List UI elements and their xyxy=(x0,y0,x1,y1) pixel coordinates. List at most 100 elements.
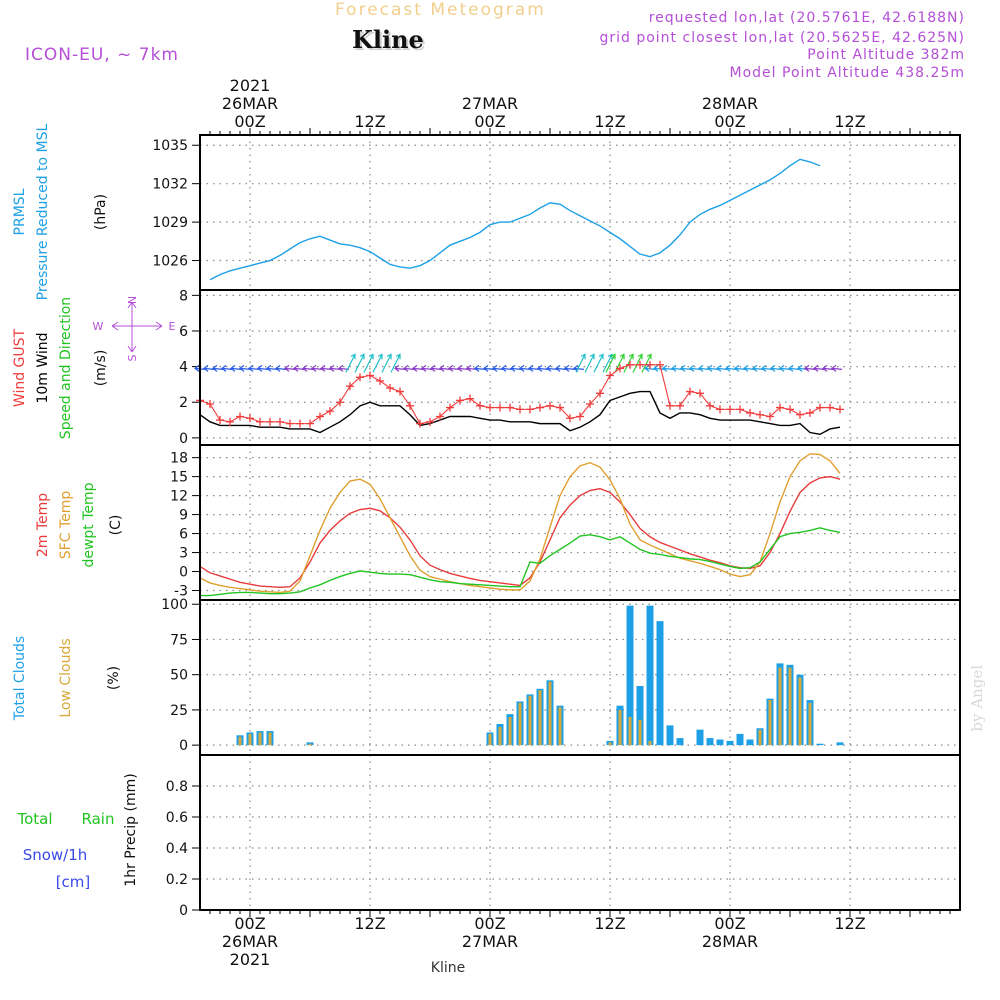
snow-unit-label: [cm] xyxy=(56,873,91,891)
wind-gust-marker xyxy=(806,408,814,417)
wind-direction-arrow xyxy=(614,353,625,373)
panel-frame xyxy=(199,754,961,911)
top-time-label: 00Z xyxy=(234,112,265,131)
wind-direction-arrow xyxy=(372,353,383,373)
wind-direction-arrow xyxy=(564,364,576,372)
total-cloud-bar xyxy=(696,729,704,746)
model-name: ICON-EU, ~ 7km xyxy=(25,45,179,65)
compass-ns-arrow xyxy=(127,301,137,353)
wind-direction-arrow xyxy=(641,353,652,373)
wind-gust-marker xyxy=(736,405,744,414)
bottom-time-label: 2021 xyxy=(230,950,271,969)
wind-direction-arrow xyxy=(788,364,800,372)
temp-2m-label: 2m Temp xyxy=(35,493,51,557)
total-cloud-label: Total Clouds xyxy=(12,636,28,721)
wind-gust-line xyxy=(199,364,841,425)
sfc-temp-label: SFC Temp xyxy=(58,491,74,560)
wind-direction-arrow xyxy=(320,364,332,372)
wind-gust-marker xyxy=(316,412,324,421)
wind-direction-arrow xyxy=(474,364,486,372)
wind-direction-arrow xyxy=(546,364,558,372)
wind-gust-marker xyxy=(766,412,774,421)
wind-direction-arrow xyxy=(584,353,595,373)
wind-gust-marker xyxy=(466,394,474,403)
temp-unit-label: (C) xyxy=(108,515,124,536)
total-cloud-bar xyxy=(746,739,754,746)
wind-gust-marker xyxy=(836,405,844,414)
wind-direction-arrow xyxy=(345,353,356,373)
wind-gust-marker xyxy=(526,405,534,414)
precip-ylabel: 1hr Precip (mm) xyxy=(123,773,139,886)
grid-point-coords: grid point closest lon,lat (20.5625E, 42… xyxy=(599,30,965,46)
panel-clouds xyxy=(192,599,961,756)
wind-gust-marker xyxy=(276,417,284,426)
y-tick-label: 0.8 xyxy=(166,779,188,795)
wind-gust-marker xyxy=(326,407,334,416)
wind-direction-arrow xyxy=(519,364,531,372)
wind-gust-marker xyxy=(586,400,594,409)
y-tick-label: 0 xyxy=(179,565,188,581)
wind-label: 10m Wind xyxy=(35,332,51,403)
wind-gust-marker xyxy=(486,403,494,412)
wind-gust-marker xyxy=(596,389,604,398)
wind-direction-arrow xyxy=(390,353,401,373)
pressure-line xyxy=(209,158,821,281)
wind-direction-arrow xyxy=(381,353,392,373)
top-time-label: 27MAR xyxy=(462,94,518,113)
wind-gust-marker xyxy=(416,419,424,428)
top-time-label: 12Z xyxy=(594,112,625,131)
low-cloud-bar xyxy=(268,732,272,746)
low-cloud-bar xyxy=(248,733,252,746)
wind-direction-arrow xyxy=(284,364,296,372)
bottom-time-label: 26MAR xyxy=(222,932,278,951)
wind-gust-marker xyxy=(826,403,834,412)
y-tick-label: 8 xyxy=(179,288,188,304)
wind-direction-arrow xyxy=(457,364,469,372)
wind-gust-marker xyxy=(796,410,804,419)
wind-direction-arrow xyxy=(831,364,843,372)
wind-unit-label: (m/s) xyxy=(93,350,109,387)
bottom-time-label: 12Z xyxy=(594,914,625,933)
low-cloud-bar xyxy=(808,702,812,746)
low-cloud-bar xyxy=(628,716,632,746)
y-tick-label: 12 xyxy=(170,489,188,505)
wind-direction-arrow xyxy=(302,364,314,372)
wind-gust-marker xyxy=(216,416,224,425)
wind-direction-arrow xyxy=(483,364,495,372)
wind-gust-marker xyxy=(696,389,704,398)
compass-letter: E xyxy=(169,320,176,333)
wind-direction-arrow xyxy=(653,364,665,372)
wind-gust-marker xyxy=(616,364,624,373)
y-tick-label: 3 xyxy=(179,546,188,562)
wind-direction-arrow xyxy=(575,353,586,373)
wind-direction-arrow xyxy=(725,364,737,372)
low-cloud-bar xyxy=(308,743,312,746)
wind-direction-arrow xyxy=(734,364,746,372)
wind-direction-arrow xyxy=(203,364,215,372)
top-time-label: 2021 xyxy=(230,76,271,95)
low-cloud-bar xyxy=(768,700,772,746)
cloud-unit-label: (%) xyxy=(106,666,122,690)
wind-direction-arrow xyxy=(311,364,323,372)
total-cloud-bar xyxy=(716,739,724,746)
wind-gust-marker xyxy=(226,417,234,426)
bottom-time-label: 00Z xyxy=(474,914,505,933)
panel-pressure xyxy=(192,134,961,291)
location-name: Kline xyxy=(352,25,424,54)
wind-direction-arrow xyxy=(822,364,834,372)
wind-direction-arrow xyxy=(671,364,683,372)
wind-direction-arrow xyxy=(329,364,341,372)
wind-gust-marker xyxy=(446,403,454,412)
wind-gust-marker xyxy=(716,405,724,414)
wind-direction-arrow xyxy=(623,353,634,373)
panel-temperature xyxy=(192,444,961,601)
panel-precip xyxy=(192,754,961,911)
top-time-label: 12Z xyxy=(354,112,385,131)
wind-direction-arrow xyxy=(510,364,522,372)
y-tick-label: 100 xyxy=(161,597,188,613)
bottom-time-label: 12Z xyxy=(354,914,385,933)
wind-gust-marker xyxy=(626,360,634,369)
wind-direction-arrow xyxy=(448,364,460,372)
wind-gust-marker xyxy=(406,401,414,410)
low-cloud-bar xyxy=(258,732,262,746)
